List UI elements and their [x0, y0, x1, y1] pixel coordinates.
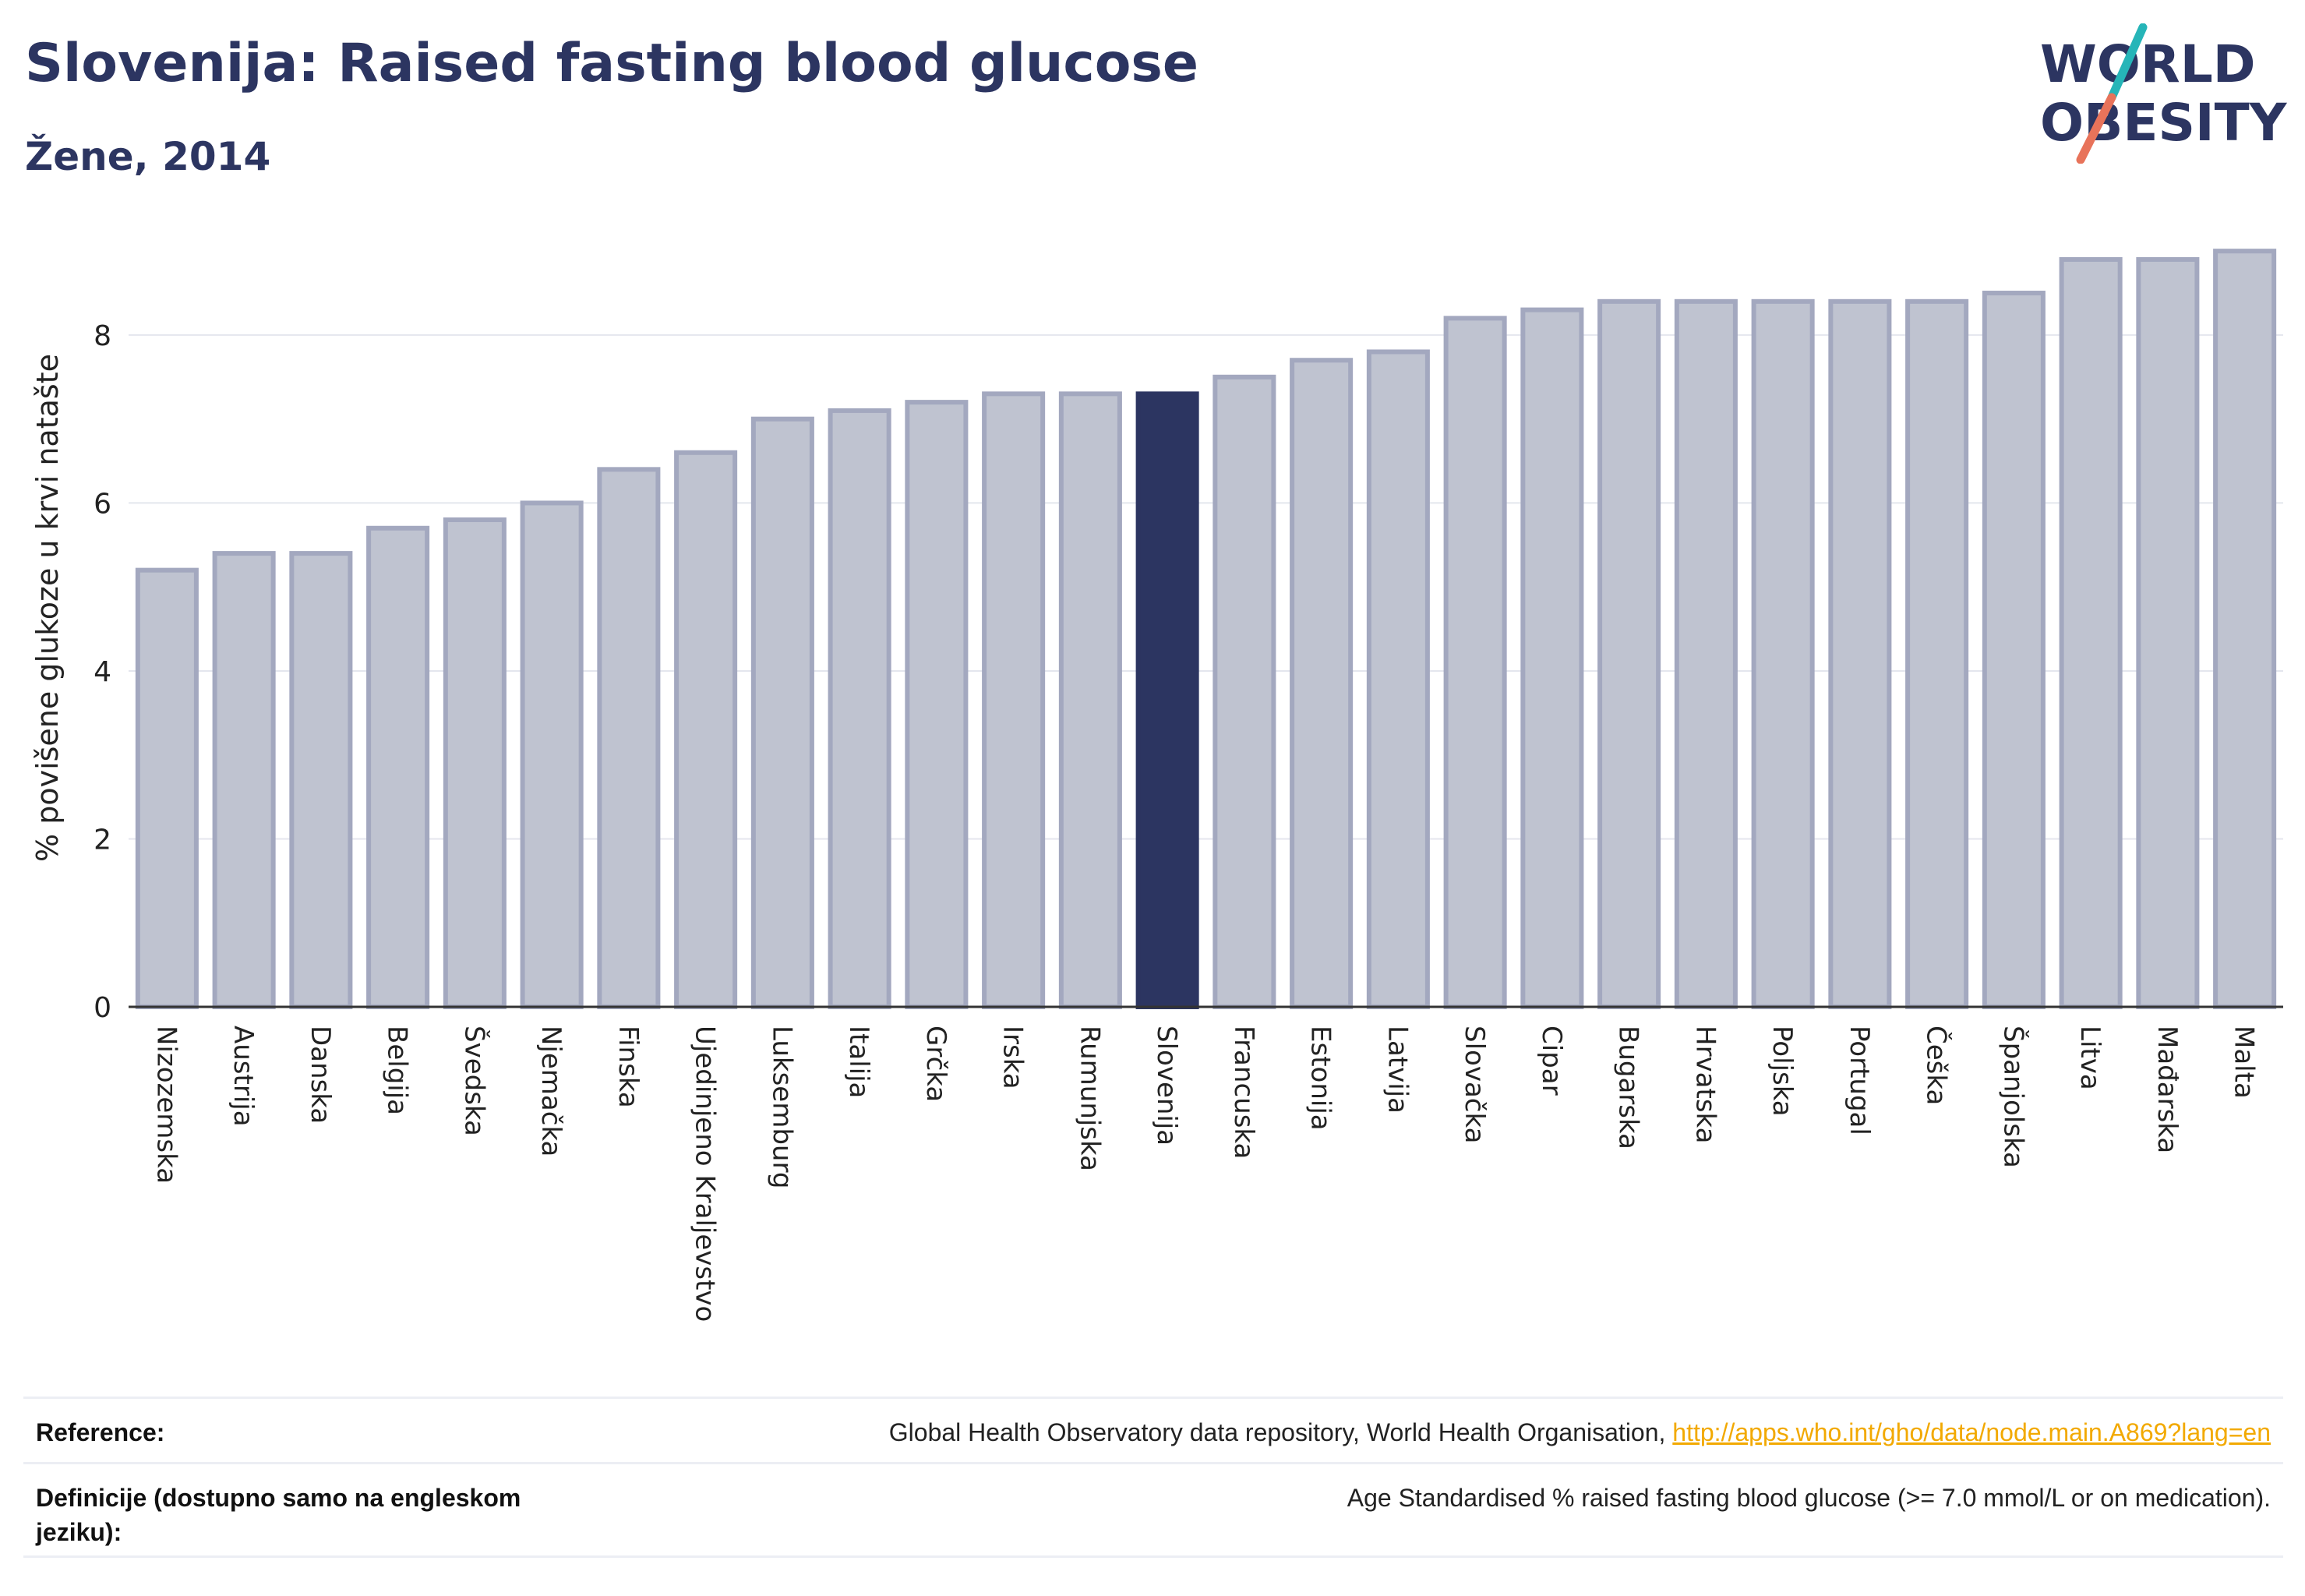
bar [2059, 256, 2123, 1009]
y-tick-label: 2 [94, 824, 111, 856]
logo-word-obesity: OBESITY [2040, 93, 2288, 153]
bar [1443, 316, 1507, 1009]
bar [1905, 298, 1969, 1009]
x-tick-label: Hrvatska [1689, 1026, 1721, 1143]
logo-word-world: WORLD [2040, 34, 2256, 94]
reference-value: Global Health Observatory data repositor… [889, 1418, 2271, 1447]
bar [982, 391, 1046, 1009]
footer-divider-top [23, 1396, 2283, 1399]
x-tick-label: Češka [1921, 1026, 1953, 1105]
x-tick-label: Finska [612, 1026, 644, 1108]
bar [2136, 256, 2200, 1009]
x-tick-label: Luksemburg [766, 1026, 797, 1188]
bar [135, 567, 199, 1009]
x-tick-label: Cipar [1536, 1026, 1567, 1096]
bar [520, 500, 584, 1009]
x-tick-label: Nizozemska [150, 1026, 182, 1184]
world-obesity-logo: WORLD OBESITY [2040, 23, 2288, 164]
bar [1366, 349, 1430, 1009]
x-tick-label: Malta [2229, 1026, 2260, 1099]
y-tick-label: 6 [94, 488, 111, 520]
x-tick-label: Mađarska [2151, 1026, 2183, 1153]
definition-label: Definicije (dostupno samo na engleskom j… [36, 1484, 521, 1546]
bars [135, 249, 2277, 1010]
bar [1213, 374, 1276, 1009]
footer-divider-middle [23, 1462, 2283, 1464]
y-tick-label: 4 [94, 656, 111, 688]
x-tick-label: Estonija [1305, 1026, 1336, 1131]
bar [1520, 307, 1584, 1009]
x-tick-label: Belgija [382, 1026, 413, 1115]
reference-link[interactable]: http://apps.who.int/gho/data/node.main.A… [1672, 1418, 2271, 1446]
x-tick-label: Francuska [1228, 1026, 1259, 1159]
bar [905, 400, 969, 1009]
bar [597, 467, 661, 1009]
bar-chart: 0 2 4 6 8 Nizozemska Austrija Danska Belgija Šve… [30, 249, 2283, 1322]
bar [1058, 391, 1122, 1009]
bar [366, 525, 430, 1009]
y-tick-label: 8 [94, 320, 111, 352]
bar [750, 416, 814, 1009]
x-tick-label: Poljska [1767, 1026, 1798, 1117]
x-tick-label: Austrija [228, 1026, 259, 1127]
bar [1597, 298, 1661, 1009]
x-tick-label: Rumunjska [1074, 1026, 1105, 1171]
bar [2213, 249, 2277, 1009]
x-tick-label: Litva [2074, 1026, 2106, 1090]
x-tick-label: Danska [305, 1026, 336, 1124]
bar [1828, 298, 1892, 1009]
y-tick-label: 0 [94, 992, 111, 1024]
definition-value: Age Standardised % raised fasting blood … [1347, 1484, 2271, 1512]
bar [443, 517, 507, 1009]
x-tick-labels: Nizozemska Austrija Danska Belgija Švedska Nj… [150, 1026, 2259, 1322]
x-tick-label: Grčka [920, 1026, 951, 1102]
x-tick-label: Italija [843, 1026, 874, 1098]
footer-divider-bottom [23, 1555, 2283, 1558]
x-tick-label: Slovačka [1459, 1026, 1490, 1143]
bar [289, 551, 353, 1009]
bar [674, 450, 738, 1009]
bar [212, 551, 276, 1009]
x-tick-label: Njemačka [535, 1026, 567, 1156]
bar [1751, 298, 1815, 1009]
y-axis-label: % povišene glukoze u krvi natašte [30, 354, 65, 862]
logo-slash-teal [2107, 23, 2148, 102]
x-tick-label: Portugal [1844, 1026, 1875, 1135]
x-tick-label: Irska [997, 1026, 1029, 1089]
x-tick-label: Slovenija [1151, 1026, 1182, 1146]
reference-label: Reference: [36, 1418, 165, 1446]
page-subtitle: Žene, 2014 [25, 134, 271, 179]
x-tick-label: Švedska [458, 1026, 490, 1136]
y-tick-labels: 0 2 4 6 8 [94, 320, 111, 1024]
x-tick-label: Bugarska [1613, 1026, 1644, 1149]
bar-highlighted [1135, 391, 1199, 1009]
bar [1290, 358, 1354, 1009]
bar [828, 408, 891, 1009]
logo-slash-coral [2076, 93, 2116, 164]
x-tick-label: Ujedinjeno Kraljevstvo [690, 1026, 721, 1322]
page-title: Slovenija: Raised fasting blood glucose [25, 33, 1199, 94]
reference-text: Global Health Observatory data repositor… [888, 1418, 1666, 1446]
x-tick-label: Latvija [1382, 1026, 1413, 1114]
x-tick-label: Španjolska [1997, 1026, 2029, 1168]
bar [1982, 291, 2046, 1010]
bar [1674, 298, 1738, 1009]
